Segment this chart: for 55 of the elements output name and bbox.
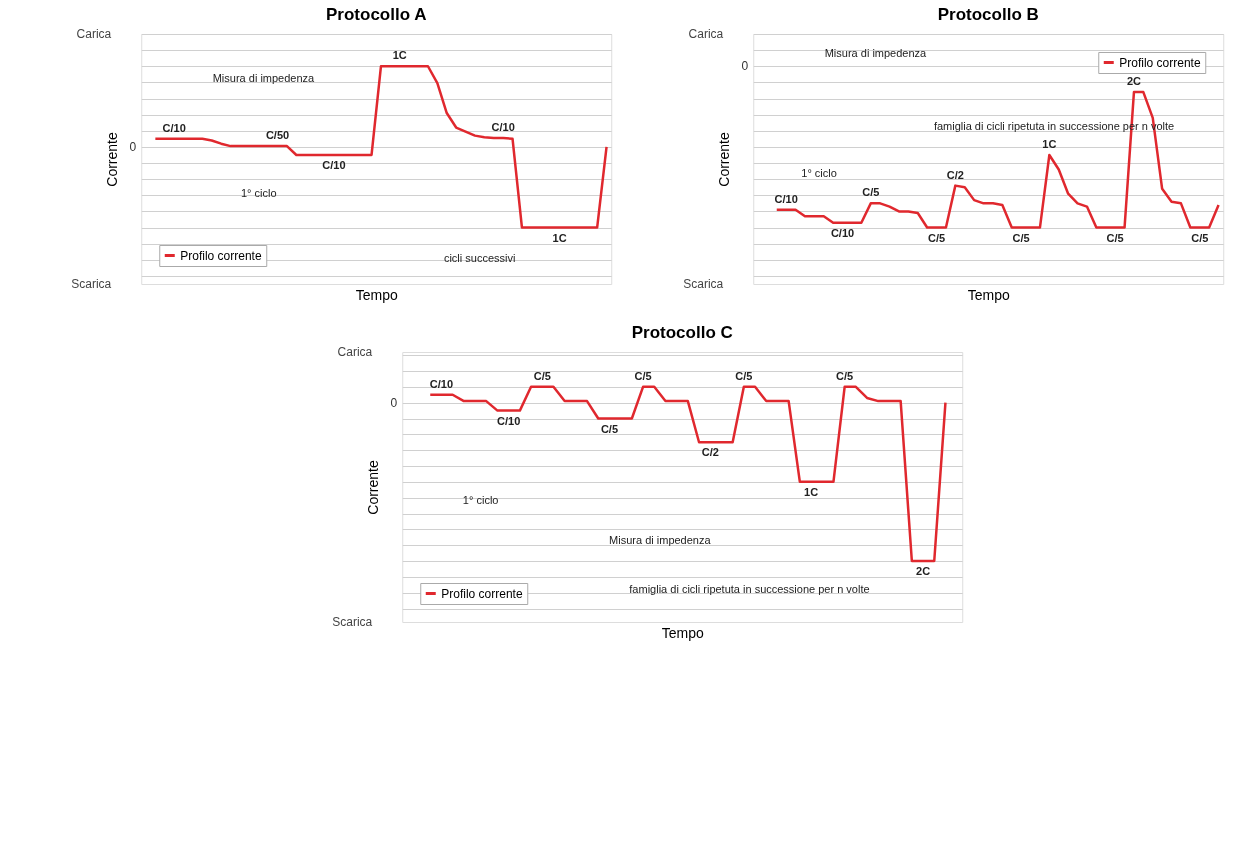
text: C/5: [735, 369, 753, 382]
text: cicli successivi: [443, 252, 516, 264]
annotation: C/10: [322, 158, 346, 171]
text: 1C: [552, 231, 567, 244]
y-axis-title: Corrente: [715, 132, 732, 187]
text: Carica: [76, 27, 112, 41]
text: Carica: [337, 345, 373, 359]
annotation: C/5: [862, 186, 880, 199]
text: C/5: [836, 369, 854, 382]
text: C/5: [533, 369, 551, 382]
annotation: C/5: [600, 422, 619, 435]
annotation: C/10: [830, 226, 855, 239]
text: Scarica: [332, 615, 373, 629]
text: C/5: [634, 369, 652, 382]
annotation: Misura di impedenza: [212, 72, 316, 84]
text: 0: [129, 139, 137, 154]
chart-title: Protocollo A: [326, 5, 427, 24]
text: 0: [741, 59, 749, 74]
text: 1C: [392, 49, 407, 62]
text: 0: [390, 395, 398, 410]
chart-title: Protocollo C: [631, 323, 733, 342]
text: Scarica: [71, 277, 112, 291]
annotation: C/10: [497, 414, 521, 427]
annotation: 2C: [1126, 75, 1142, 88]
text: C/5: [927, 231, 946, 244]
y-axis-title: Corrente: [364, 460, 381, 515]
annotation: 1C: [1042, 137, 1057, 150]
text: C/5: [1012, 231, 1030, 244]
text: C/5: [1106, 231, 1124, 244]
x-axis-title: Tempo: [355, 286, 398, 303]
annotation: C/10: [491, 121, 515, 134]
annotation: C/10: [429, 377, 454, 390]
chart-title: Protocollo B: [937, 5, 1039, 24]
text: Carica: [688, 27, 724, 41]
annotation: 1° ciclo: [240, 187, 277, 199]
text: C/5: [1191, 231, 1209, 244]
legend-label: Profilo corrente: [441, 586, 523, 601]
legend-label: Profilo corrente: [180, 248, 262, 263]
annotation: C/50: [265, 129, 290, 142]
annotation: C/2: [946, 168, 964, 181]
text: Scarica: [683, 277, 724, 291]
x-axis-title: Tempo: [967, 286, 1010, 303]
annotation: C/10: [774, 192, 798, 205]
text: Misura di impedenza: [824, 47, 928, 59]
text: 2C: [916, 565, 931, 578]
annotation: 1° ciclo: [462, 493, 499, 506]
annotation: 1C: [804, 485, 819, 498]
annotation: Misura di impedenza: [609, 534, 712, 546]
annotation: 1° ciclo: [801, 167, 837, 179]
y-axis-title: Corrente: [103, 132, 120, 187]
x-axis-title: Tempo: [661, 624, 704, 641]
text: famiglia di cicli ripetuta in successione per n volte: [629, 582, 870, 595]
annotation: C/10: [162, 121, 186, 134]
annotation: C/2: [701, 446, 719, 459]
legend-label: Profilo corrente: [1119, 55, 1201, 70]
